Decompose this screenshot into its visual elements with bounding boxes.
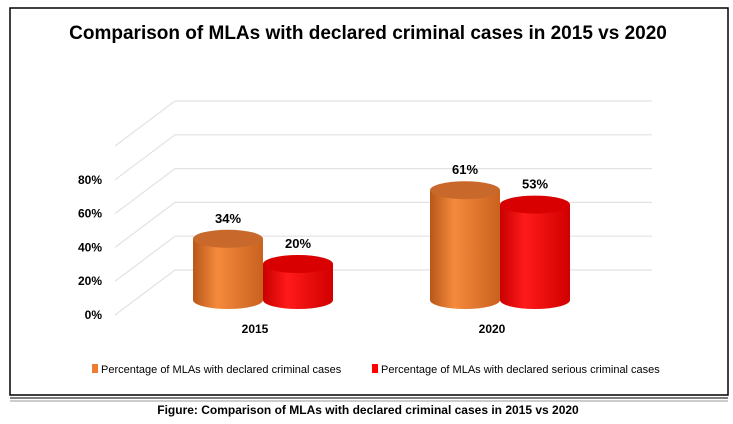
bar-2015-0: 34% bbox=[193, 211, 263, 309]
data-label: 53% bbox=[522, 177, 548, 192]
gridline-diagonal bbox=[114, 134, 176, 181]
legend-swatch bbox=[92, 364, 98, 373]
y-tick-label: 80% bbox=[78, 173, 102, 187]
y-tick-label: 20% bbox=[78, 274, 102, 288]
gridline-diagonal bbox=[114, 235, 176, 282]
y-tick-label: 40% bbox=[78, 240, 102, 254]
bar-2020-0: 61% bbox=[430, 162, 500, 309]
gridline-diagonal bbox=[114, 201, 176, 248]
data-label: 20% bbox=[285, 236, 311, 251]
figure-caption: Figure: Comparison of MLAs with declared… bbox=[157, 403, 579, 417]
x-tick-label: 2015 bbox=[242, 322, 269, 336]
data-label: 34% bbox=[215, 211, 241, 226]
cylinder-body bbox=[263, 264, 333, 309]
cylinder-top bbox=[263, 255, 333, 273]
legend-label: Percentage of MLAs with declared crimina… bbox=[101, 364, 342, 376]
data-label: 61% bbox=[452, 162, 478, 177]
chart-frame bbox=[9, 7, 729, 396]
x-tick-label: 2020 bbox=[479, 322, 506, 336]
bar-2020-1: 53% bbox=[500, 177, 570, 309]
gridline-diagonal bbox=[114, 168, 176, 215]
legend-label: Percentage of MLAs with declared serious… bbox=[381, 364, 660, 376]
chart-title: Comparison of MLAs with declared crimina… bbox=[69, 23, 667, 44]
cylinder-top bbox=[500, 195, 570, 214]
cylinder-top bbox=[430, 181, 500, 200]
gridline-diagonal bbox=[114, 269, 176, 316]
legend-swatch bbox=[372, 364, 378, 373]
bar-2015-1: 20% bbox=[263, 236, 333, 309]
cylinder-body bbox=[500, 204, 570, 309]
y-tick-label: 60% bbox=[78, 207, 102, 221]
cylinder-body bbox=[193, 238, 263, 309]
cylinder-top bbox=[193, 229, 263, 248]
cylinder-body bbox=[430, 190, 500, 309]
gridline-diagonal bbox=[114, 100, 176, 147]
y-tick-label: 0% bbox=[85, 308, 103, 322]
